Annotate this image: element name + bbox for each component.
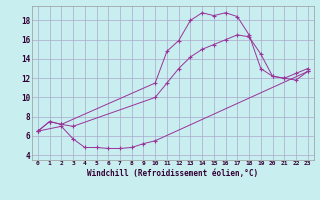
X-axis label: Windchill (Refroidissement éolien,°C): Windchill (Refroidissement éolien,°C) [87,169,258,178]
